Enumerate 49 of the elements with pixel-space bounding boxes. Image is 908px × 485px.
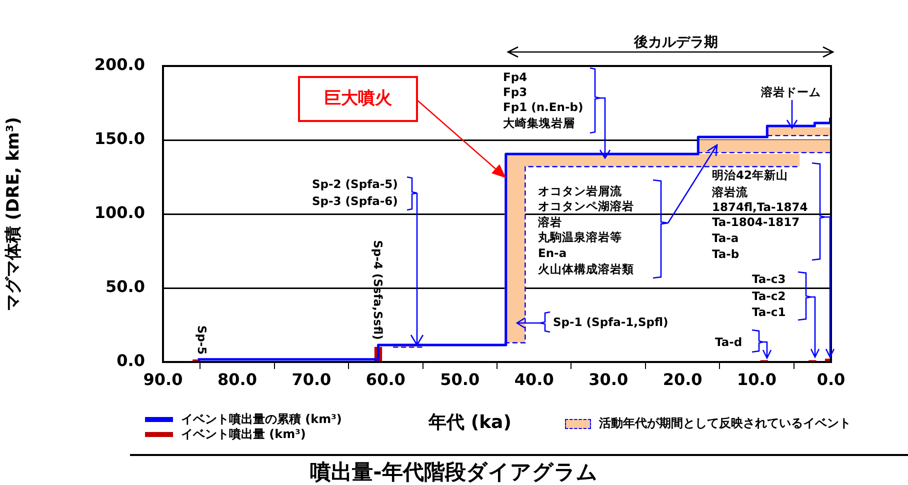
annotation: Ta-b	[712, 246, 740, 261]
annotation: Fp3	[503, 84, 528, 99]
annotation: Sp-3 (Spfa-6)	[312, 194, 398, 208]
annotation: Ta-a	[712, 230, 739, 245]
annotation: Fp1 (n.En-b)	[503, 100, 584, 114]
y-tick-label: 150.0	[94, 129, 145, 148]
annotation: 明治42年新山	[712, 168, 788, 182]
annotation: Ta-d	[715, 334, 742, 349]
annotation: 巨大噴火	[324, 88, 393, 108]
annotation: Ta-c1	[752, 304, 786, 319]
annotation: 火山体構成溶岩類	[537, 262, 634, 276]
annotation: 溶岩	[537, 214, 562, 229]
annotation: En-a	[538, 246, 567, 260]
x-tick-label: 70.0	[292, 370, 332, 389]
text: 後カルデラ期	[633, 34, 718, 51]
legend-label: イベント噴出量の累積 (km³)	[181, 411, 342, 428]
legend-label: 活動年代が期間として反映されているイベント	[599, 415, 851, 432]
annotation: Ta-c3	[752, 272, 786, 286]
annotation: Ta-1804-1817	[712, 214, 800, 229]
y-axis-title: マグマ体積 (DRE, km³)	[4, 116, 24, 312]
annotation: 溶岩ドーム	[760, 84, 821, 99]
x-tick-label: 60.0	[366, 370, 406, 389]
annotation: Sp-1 (Spfa-1,Spfl)	[553, 314, 668, 329]
annotation: オコタン岩屑流	[538, 184, 623, 198]
annotation: 1874fl,Ta-1874	[712, 200, 808, 214]
text: 噴出量-年代階段ダイアグラム	[309, 459, 599, 485]
x-tick-label: 50.0	[440, 370, 480, 389]
annotation: Fp4	[503, 70, 528, 84]
annotation: オコタンペ湖溶岩	[538, 198, 634, 213]
annotation: Sp-2 (Spfa-5)	[312, 176, 398, 191]
annotation: 大崎集塊岩層	[503, 116, 575, 130]
x-axis-title: 年代 (ka)	[427, 411, 512, 434]
x-tick-label: 20.0	[662, 370, 702, 389]
x-tick-label: 0.0	[816, 370, 846, 389]
annotation: Sp-4 (Ssfa,Ssfl)	[371, 240, 386, 340]
x-tick-label: 10.0	[737, 370, 777, 389]
y-tick-label: 100.0	[94, 203, 145, 222]
y-tick-label: 50.0	[106, 277, 145, 296]
y-tick-label: 0.0	[116, 351, 145, 370]
x-tick-label: 90.0	[143, 370, 183, 389]
y-tick-label: 200.0	[94, 55, 145, 74]
legend-label: イベント噴出量 (km³)	[181, 426, 306, 443]
annotation: Sp-5	[195, 325, 210, 355]
x-tick-label: 80.0	[217, 370, 257, 389]
annotation: 溶岩流	[711, 184, 749, 199]
annotation: 丸駒温泉溶岩等	[537, 230, 622, 244]
x-tick-label: 40.0	[514, 370, 554, 389]
annotation: Ta-c2	[752, 288, 786, 303]
x-tick-label: 30.0	[588, 370, 628, 389]
